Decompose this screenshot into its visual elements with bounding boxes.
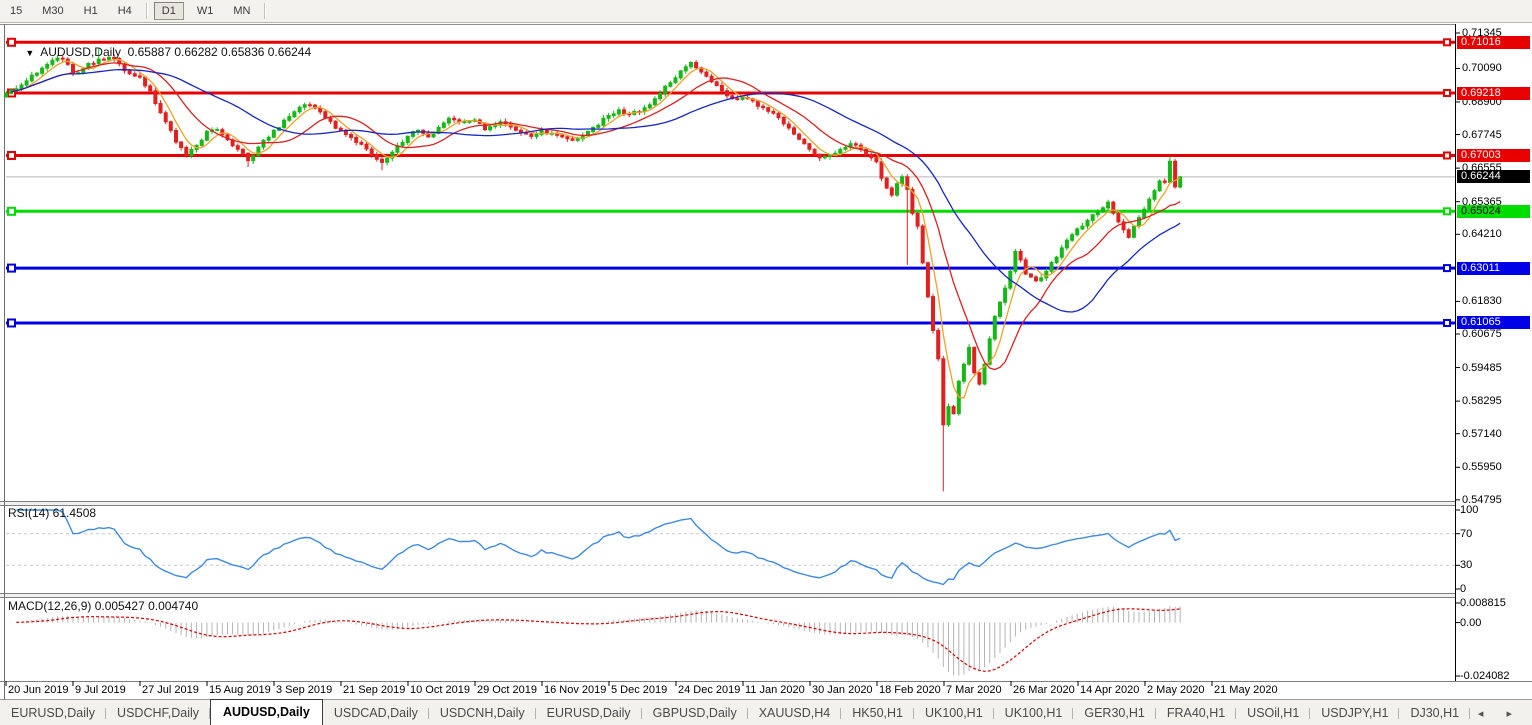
rsi-indicator-label: RSI(14) 61.4508 [8,506,97,520]
date-axis-label[interactable]: 21 May 2020 [1214,684,1278,696]
date-axis-label[interactable]: 2 May 2020 [1147,684,1205,696]
symbol-tab-XAUUSD-H4[interactable]: XAUUSD,H4 [748,702,842,725]
moving-average-30 [11,68,1181,313]
date-axis-label[interactable]: 24 Dec 2019 [678,684,741,696]
date-axis-label[interactable]: 7 Mar 2020 [946,684,1002,696]
symbol-tab-GBPUSD-Daily[interactable]: GBPUSD,Daily [642,702,748,725]
price-line-badge[interactable]: 0.67003 [1457,148,1530,162]
price-axis-column [1455,24,1532,681]
timeframe-toolbar: 15 M30 H1 H4 D1 W1 MN [0,0,1532,23]
chart-title: ▼ AUDUSD,Daily 0.65887 0.66282 0.65836 0.… [12,31,311,73]
date-axis-label[interactable]: 14 Apr 2020 [1080,684,1140,696]
price-line-badge[interactable]: 0.65024 [1457,204,1530,218]
date-axis-label[interactable]: 27 Jul 2019 [142,684,199,696]
symbol-tab-HK50-H1[interactable]: HK50,H1 [841,702,914,725]
symbol-tab-EURUSD-Daily[interactable]: EURUSD,Daily [0,702,107,725]
toolbar-separator [264,3,266,19]
symbol-tab-USDJPY-H1[interactable]: USDJPY,H1 [1310,702,1400,725]
price-axis-label: 0.58295 [1462,395,1502,408]
date-axis-label[interactable]: 21 Sep 2019 [343,684,406,696]
price-line-badge[interactable]: 0.61065 [1457,316,1530,330]
horizontal-line-0.63011[interactable] [6,263,1455,273]
timeframe-button-D1[interactable]: D1 [153,2,184,20]
macd-indicator-label: MACD(12,26,9) 0.005427 0.004740 [8,599,199,613]
panel-splitter[interactable] [0,593,1532,598]
chart-dropdown-icon[interactable]: ▼ [25,48,35,58]
symbol-tab-USDCHF-Daily[interactable]: USDCHF,Daily [106,702,210,725]
symbol-tab-GER30-H1[interactable]: GER30,H1 [1073,702,1157,725]
macd-axis-label: 0.00 [1460,616,1482,629]
symbol-tab-EURUSD-Daily[interactable]: EURUSD,Daily [536,702,642,725]
rsi-axis-label: 0 [1460,583,1467,595]
moving-average-13 [11,62,1181,371]
symbol-tab-DJ30-H1[interactable]: DJ30,H1 [1399,702,1470,725]
timeframe-button-W1[interactable]: W1 [196,5,214,17]
rsi-line [16,509,1181,586]
price-axis-label: 0.55950 [1462,461,1502,474]
price-line-badge[interactable]: 0.71016 [1457,35,1530,49]
date-axis-label[interactable]: 5 Dec 2019 [611,684,668,696]
rsi-axis-label: 70 [1460,527,1473,540]
symbol-tab-UK100-H1[interactable]: UK100,H1 [994,702,1074,725]
symbol-tab-USDCAD-Daily[interactable]: USDCAD,Daily [323,702,429,725]
price-axis-label: 0.64210 [1462,228,1502,241]
macd-axis-label: -0.024082 [1460,670,1510,682]
symbol-tab-UK100-H1[interactable]: UK100,H1 [914,702,994,725]
macd-signal-line [16,608,1181,672]
price-axis-label: 0.60675 [1462,327,1502,340]
current-price-badge: 0.66244 [1457,170,1530,184]
timeframe-button-H4[interactable]: H4 [117,5,132,17]
price-axis-label: 0.67745 [1462,128,1502,141]
price-axis-label: 0.65365 [1462,195,1502,208]
timeframe-button-MN[interactable]: MN [233,5,251,17]
date-axis-label[interactable]: 18 Feb 2020 [879,684,941,696]
date-axis-label[interactable]: 9 Jul 2019 [75,684,126,696]
panel-splitter[interactable] [0,501,1532,506]
price-axis-label: 0.54795 [1462,493,1502,506]
price-line-badge[interactable]: 0.69218 [1457,86,1530,100]
horizontal-line-0.71016[interactable] [6,37,1455,47]
rsi-axis-label: 100 [1460,504,1479,516]
date-axis-label[interactable]: 16 Nov 2019 [544,684,607,696]
date-axis-label[interactable]: 29 Oct 2019 [477,684,537,696]
symbol-tab-bar: EURUSD,Daily USDCHF,Daily AUDUSD,Daily USDC… [0,699,1532,725]
timeframe-button-15[interactable]: 15 [10,5,23,17]
chart-background [0,24,1532,699]
date-axis-label[interactable]: 20 Jun 2019 [8,684,69,696]
moving-average-5 [11,58,1181,399]
horizontal-line-0.65024[interactable] [6,206,1455,216]
price-line-badge[interactable]: 0.63011 [1457,261,1530,275]
price-axis-label: 0.61830 [1462,295,1502,308]
date-axis-label[interactable]: 15 Aug 2019 [209,684,271,696]
symbol-tab-AUDUSD-Daily[interactable]: AUDUSD,Daily [210,699,323,725]
symbol-tab-USOil-H1[interactable]: USOil,H1 [1236,702,1311,725]
macd-axis-label: 0.008815 [1460,597,1506,609]
chart-ohlc-values: 0.65887 0.66282 0.65836 0.66244 [127,45,312,59]
date-axis-label[interactable]: 30 Jan 2020 [812,684,873,696]
symbol-tab-FRA40-H1[interactable]: FRA40,H1 [1156,702,1237,725]
price-axis-label: 0.59485 [1462,361,1502,374]
chart-symbol-label: AUDUSD,Daily [40,45,121,59]
tab-scroll-arrows[interactable]: ◂ ▸ [1477,708,1522,720]
price-axis-label: 0.57140 [1462,427,1502,440]
timeframe-button-H1[interactable]: H1 [83,5,98,17]
date-axis-label[interactable]: 26 Mar 2020 [1013,684,1075,696]
toolbar-separator [145,3,147,19]
price-axis-label: 0.70090 [1462,62,1502,75]
date-axis-label[interactable]: 11 Jan 2020 [745,684,805,696]
timeframe-button-M30[interactable]: M30 [42,5,64,17]
date-axis-label[interactable]: 3 Sep 2019 [276,684,333,696]
horizontal-line-0.61065[interactable] [6,318,1455,328]
symbol-tab-USDCNH-Daily[interactable]: USDCNH,Daily [429,702,536,725]
date-axis-label[interactable]: 10 Oct 2019 [410,684,470,696]
rsi-axis-label: 30 [1460,559,1473,572]
price-chart-canvas[interactable] [0,24,1532,699]
macd-histogram [10,606,1181,676]
